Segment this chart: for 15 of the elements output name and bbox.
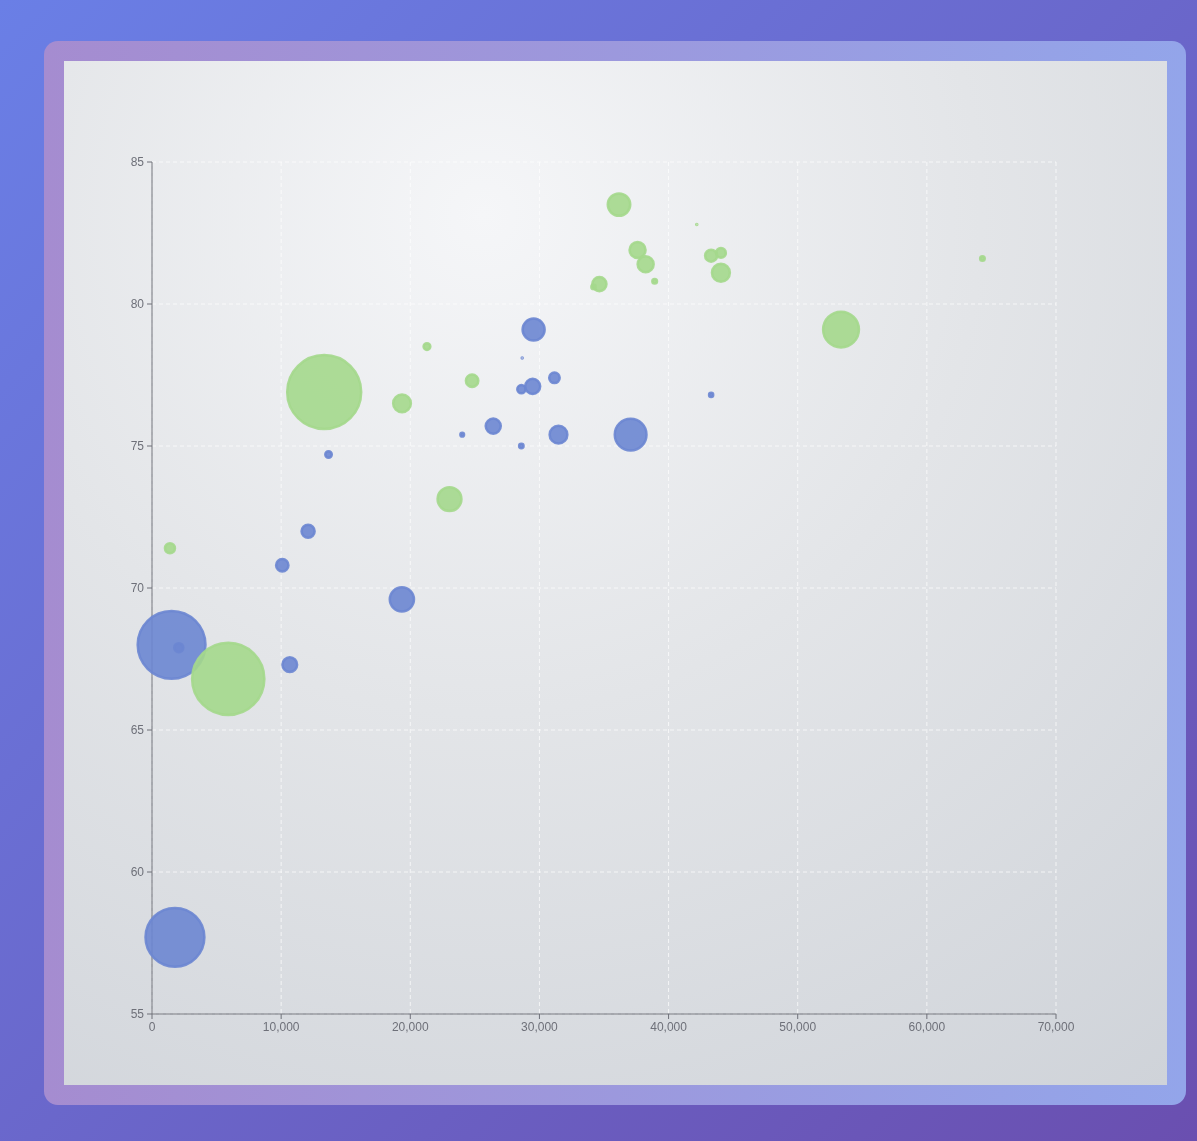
x-tick-label: 50,000 <box>779 1020 817 1034</box>
y-tick-label: 65 <box>130 723 145 737</box>
y-tick-label: 55 <box>130 1007 145 1021</box>
x-tick-label: 30,000 <box>521 1020 559 1034</box>
y-tick-label: 80 <box>130 297 145 311</box>
x-tick-label: 0 <box>148 1020 156 1034</box>
x-tick-label: 20,000 <box>391 1020 429 1034</box>
x-tick-label: 60,000 <box>908 1020 946 1034</box>
x-tick-label: 40,000 <box>650 1020 688 1034</box>
x-tick-label: 70,000 <box>1037 1020 1075 1034</box>
y-tick-label: 60 <box>130 865 145 879</box>
y-tick-label: 75 <box>130 439 145 453</box>
y-tick-label: 85 <box>130 155 145 169</box>
x-tick-label: 10,000 <box>262 1020 300 1034</box>
y-tick-label: 70 <box>130 581 145 595</box>
